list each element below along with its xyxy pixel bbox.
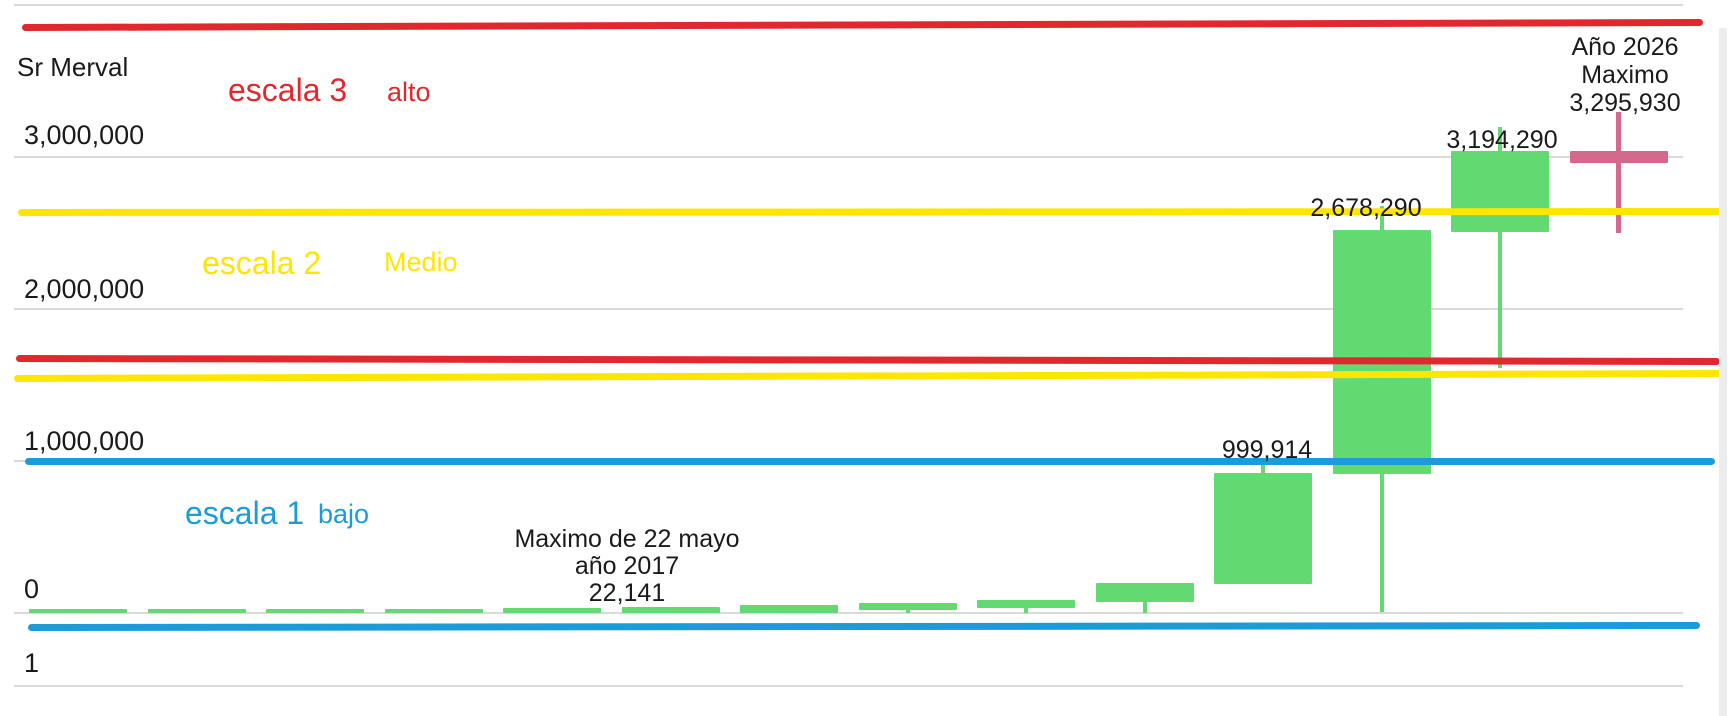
chart-title: Sr Merval [17, 52, 129, 82]
candle-4-body [384, 609, 483, 614]
escala-2-lower-boundary [13, 369, 1724, 382]
candle-high-label-999914: 999,914 [1221, 436, 1313, 464]
candle-2-body [147, 609, 246, 614]
annotation-max-2017: Maximo de 22 mayo año 2017 22,141 [447, 526, 807, 607]
annotation-ano-2026-line3: 3,295,930 [1569, 89, 1681, 117]
gridline-4000000 [14, 4, 1683, 6]
candle-11-body [1214, 473, 1312, 584]
escala-3-label: escala 3 [228, 72, 348, 108]
y-axis-label-3000000: 3,000,000 [24, 120, 145, 150]
annotation-ano-2026: Año 2026 Maximo 3,295,930 [1505, 33, 1728, 117]
candle-high-label-3194290: 3,194,290 [1446, 126, 1558, 154]
y-axis-label-1000000: 1,000,000 [24, 426, 145, 456]
candle-6-body [621, 607, 720, 613]
annotation-max-2017-line1: Maximo de 22 mayo [514, 525, 740, 553]
candle-7-body [740, 604, 838, 613]
escala-1-label: escala 1 [185, 495, 305, 531]
candle-5-body [503, 607, 601, 613]
candle-12-body [1332, 229, 1431, 475]
candle-14-wick [1616, 112, 1621, 233]
gridline-2000000 [14, 308, 1683, 310]
gridline-3000000 [14, 156, 1683, 158]
escala-3-level-label: alto [387, 77, 431, 107]
escala-3-upper-boundary [21, 18, 1704, 31]
candle-high-label-2678290: 2,678,290 [1310, 194, 1422, 222]
candle-1-body [29, 609, 127, 614]
escala-3-lower-boundary [15, 354, 1721, 365]
annotation-ano-2026-line2: Maximo [1581, 61, 1669, 89]
escala-2-upper-boundary [17, 207, 1724, 216]
gridline-0 [14, 612, 1683, 614]
annotation-ano-2026-line1: Año 2026 [1571, 33, 1679, 61]
candle-13-body [1451, 150, 1549, 232]
annotation-max-2017-line3: 22,141 [588, 579, 666, 607]
candle-13-wick [1498, 127, 1502, 368]
annotation-max-2017-line2: año 2017 [574, 552, 680, 580]
escala-1-level-label: bajo [318, 499, 370, 529]
candle-8-body [858, 602, 957, 610]
gridline-axis-bottom [14, 685, 1683, 687]
y-axis-label-0: 0 [24, 574, 40, 604]
x-axis-label: 1 [24, 648, 40, 678]
window-edge-strip [1719, 28, 1727, 716]
candle-9-body [977, 599, 1075, 608]
escala-2-level-label: Medio [384, 247, 458, 277]
escala-1-lower-boundary [27, 621, 1701, 631]
candle-14-body [1569, 150, 1668, 164]
candle-3-body [266, 609, 364, 614]
escala-1-upper-boundary [25, 457, 1715, 465]
escala-2-label: escala 2 [202, 245, 322, 281]
y-axis-label-2000000: 2,000,000 [24, 274, 145, 304]
candle-10-body [1095, 583, 1194, 603]
